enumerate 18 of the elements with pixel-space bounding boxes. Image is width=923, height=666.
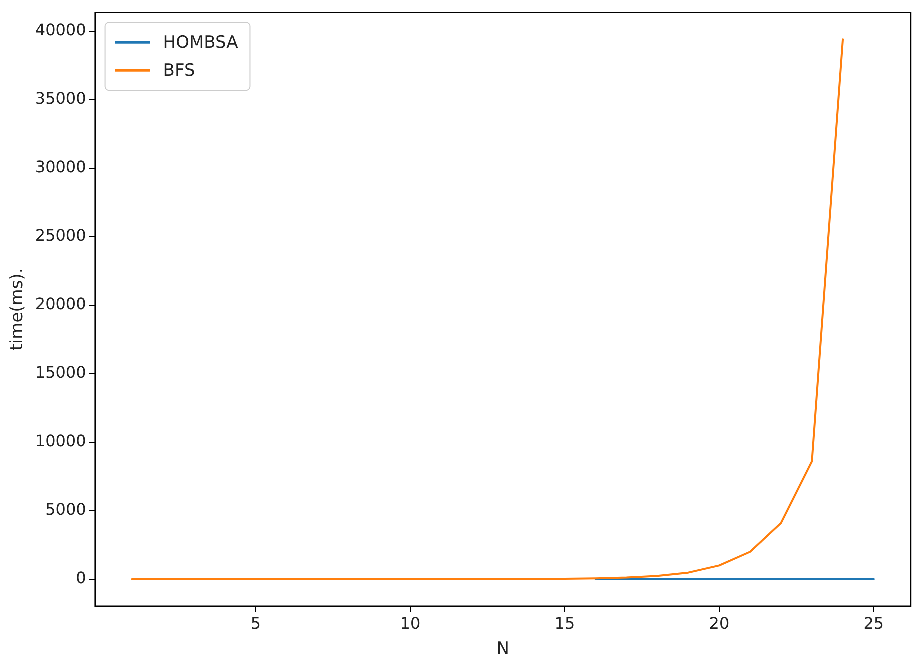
x-tick-label: 20 xyxy=(709,614,730,634)
y-tick-label: 25000 xyxy=(35,226,86,246)
y-tick-label: 20000 xyxy=(35,294,86,314)
y-axis-title: time(ms). xyxy=(8,268,28,351)
y-tick-label: 0 xyxy=(76,568,86,588)
y-tick-label: 10000 xyxy=(35,432,86,451)
x-tick-label: 15 xyxy=(554,614,576,634)
x-tick-label: 25 xyxy=(864,614,884,634)
x-axis-title: N xyxy=(496,639,510,660)
y-tick-label: 15000 xyxy=(35,363,86,382)
y-tick-label: 5000 xyxy=(46,500,86,520)
x-tick-label: 10 xyxy=(400,614,421,634)
x-tick-label: 5 xyxy=(250,614,262,634)
legend-label: BFS xyxy=(163,61,196,82)
y-tick-label: 30000 xyxy=(35,158,86,177)
y-tick-label: 40000 xyxy=(35,20,86,40)
y-tick-label: 35000 xyxy=(35,89,86,108)
legend-label: HOMBSA xyxy=(163,33,239,54)
